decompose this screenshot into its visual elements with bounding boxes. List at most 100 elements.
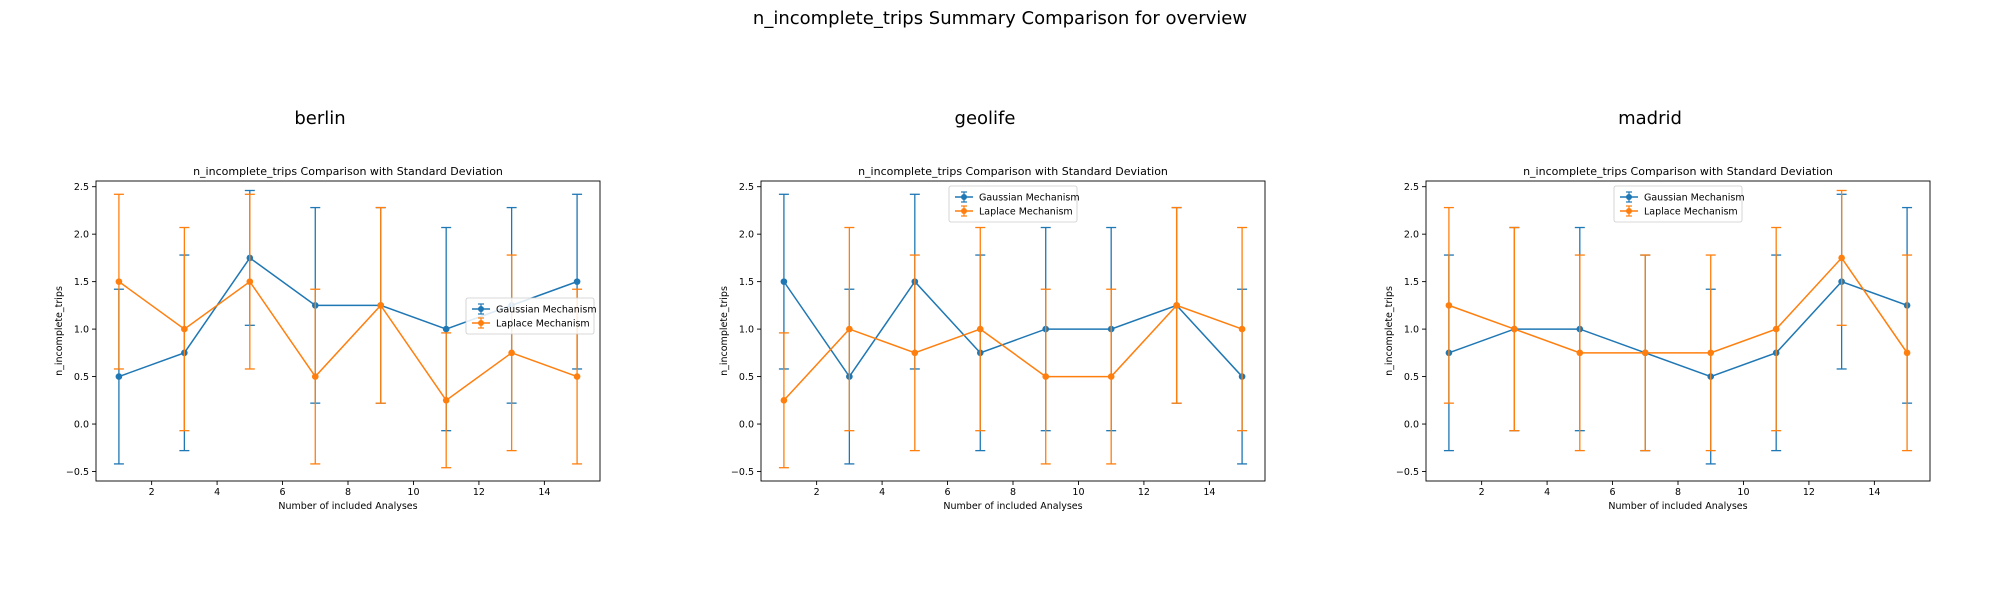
data-point: [246, 278, 254, 285]
x-tick-label: 4: [879, 487, 885, 498]
data-point: [976, 325, 984, 333]
legend-label: Gaussian Mechanism: [496, 305, 597, 316]
x-tick-label: 2: [1479, 487, 1485, 498]
legend-item: Gaussian Mechanism: [1620, 191, 1745, 204]
x-tick-label: 10: [407, 487, 419, 498]
data-point: [1107, 373, 1115, 380]
y-tick-label: 2.0: [1404, 230, 1419, 241]
subplot-berlin: berlin n_incomplete_trips Comparison wit…: [40, 100, 640, 540]
legend-marker: [478, 320, 484, 326]
chart-svg: n_incomplete_trips Comparison with Stand…: [1384, 165, 1931, 512]
y-tick-label: 0.5: [1404, 372, 1419, 383]
x-tick-label: 8: [1675, 487, 1681, 498]
data-point: [1707, 349, 1715, 357]
data-point: [508, 349, 515, 357]
y-tick-label: 2.0: [739, 230, 754, 241]
data-point: [442, 397, 450, 404]
legend-item: Gaussian Mechanism: [955, 191, 1080, 204]
series-laplace: [1443, 189, 1913, 452]
figure-title: n_incomplete_trips Summary Comparison fo…: [752, 8, 1248, 29]
legend-marker: [961, 194, 967, 200]
x-tick-label: 10: [1072, 487, 1084, 498]
data-point: [1641, 349, 1649, 357]
y-tick-label: 2.5: [74, 182, 89, 193]
legend-marker: [1626, 208, 1632, 214]
series-line: [783, 280, 1243, 378]
x-tick-label: 2: [814, 487, 820, 498]
legend-marker: [961, 208, 967, 214]
x-axis-label: Number of included Analyses: [1608, 501, 1747, 512]
x-tick-label: 14: [1868, 487, 1880, 498]
series-line: [1448, 256, 1908, 354]
data-point: [1238, 325, 1246, 333]
x-tick-label: 12: [1138, 487, 1150, 498]
legend-item: Gaussian Mechanism: [472, 303, 597, 316]
chart-title: n_incomplete_trips Comparison with Stand…: [1523, 165, 1833, 178]
legend-box: [948, 185, 1078, 223]
data-point: [1838, 254, 1845, 262]
legend-marker: [478, 306, 484, 312]
data-point: [1903, 349, 1911, 357]
data-point: [1042, 373, 1050, 380]
data-point: [181, 325, 188, 333]
x-axis-label: Number of included Analyses: [943, 501, 1082, 512]
chart-title: n_incomplete_trips Comparison with Stand…: [193, 165, 503, 178]
y-tick-label: 0.0: [739, 420, 754, 431]
y-tick-label: 1.0: [1404, 325, 1419, 336]
data-point: [573, 373, 581, 380]
plot-frame: [1425, 180, 1931, 482]
y-tick-label: 2.0: [74, 230, 89, 241]
legend-box: [1613, 185, 1743, 223]
plot-frame: [760, 180, 1266, 482]
legend-label: Laplace Mechanism: [496, 319, 590, 330]
data-point: [846, 325, 853, 333]
x-tick-label: 6: [280, 487, 286, 498]
x-tick-label: 8: [345, 487, 351, 498]
y-tick-label: 1.5: [74, 277, 89, 288]
x-tick-label: 4: [1544, 487, 1550, 498]
y-tick-label: −0.5: [66, 467, 89, 478]
legend-item: Laplace Mechanism: [472, 317, 590, 330]
chart-svg: n_incomplete_trips Comparison with Stand…: [719, 165, 1266, 512]
y-tick-label: 0.0: [1404, 420, 1419, 431]
series-laplace: [778, 206, 1248, 469]
chart-svg: n_incomplete_trips Comparison with Stand…: [54, 165, 601, 512]
y-tick-label: 1.0: [74, 325, 89, 336]
y-tick-label: −0.5: [1396, 467, 1419, 478]
legend-label: Gaussian Mechanism: [1644, 193, 1745, 204]
legend: Gaussian Mechanism Laplace Mechanism: [465, 297, 597, 335]
data-point: [115, 373, 123, 380]
data-point: [780, 397, 788, 404]
legend-marker: [1626, 194, 1632, 200]
subplot-geolife: geolife n_incomplete_trips Comparison wi…: [705, 100, 1305, 540]
series-line: [118, 280, 578, 402]
x-axis-label: Number of included Analyses: [278, 501, 417, 512]
x-tick-label: 10: [1737, 487, 1749, 498]
legend-item: Laplace Mechanism: [955, 205, 1073, 218]
subplot-title: madrid: [1618, 108, 1682, 129]
subplot-title: geolife: [954, 108, 1016, 129]
y-tick-label: 1.5: [1404, 277, 1419, 288]
y-axis-label: n_incomplete_trips: [54, 286, 65, 376]
x-tick-label: 6: [1610, 487, 1616, 498]
y-axis-label: n_incomplete_trips: [1384, 286, 1395, 376]
data-point: [115, 278, 123, 285]
data-point: [377, 302, 385, 309]
y-axis-label: n_incomplete_trips: [719, 286, 730, 376]
x-tick-label: 14: [1203, 487, 1215, 498]
legend-box: [465, 297, 595, 335]
y-tick-label: 0.0: [74, 420, 89, 431]
x-tick-label: 6: [945, 487, 951, 498]
y-tick-label: 0.5: [739, 372, 754, 383]
x-tick-label: 12: [1803, 487, 1815, 498]
legend-item: Laplace Mechanism: [1620, 205, 1738, 218]
series-line: [783, 304, 1243, 401]
data-point: [780, 278, 788, 285]
x-tick-label: 12: [473, 487, 485, 498]
data-point: [1511, 325, 1518, 333]
series-laplace: [113, 193, 583, 469]
data-point: [573, 278, 581, 285]
data-point: [911, 349, 919, 357]
legend-label: Gaussian Mechanism: [979, 193, 1080, 204]
legend: Gaussian Mechanism Laplace Mechanism: [948, 185, 1080, 223]
